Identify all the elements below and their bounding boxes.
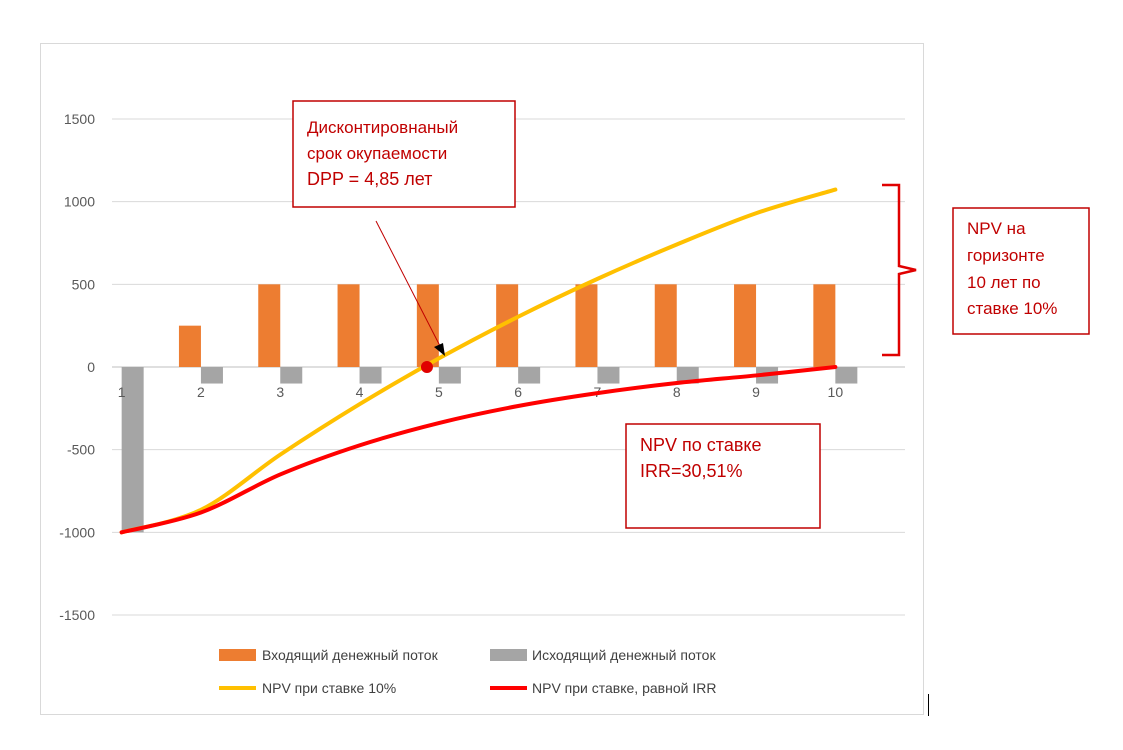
- x-tick-label: 9: [752, 384, 760, 400]
- legend-label-npv-irr: NPV при ставке, равной IRR: [532, 680, 716, 696]
- bar-inflow: [496, 284, 519, 367]
- callout-horizon-line-4: ставке 10%: [967, 299, 1057, 318]
- legend-swatch-outflow: [490, 649, 527, 661]
- legend: Входящий денежный поток Исходящий денежн…: [219, 647, 716, 696]
- legend-item-npv10: NPV при ставке 10%: [219, 680, 396, 696]
- callout-irr-box: [625, 423, 821, 529]
- callout-horizon-line-2: горизонте: [967, 246, 1045, 265]
- legend-item-inflow: Входящий денежный поток: [219, 647, 439, 663]
- callout-dpp-arrow-line: [375, 220, 441, 347]
- bar-outflow: [597, 367, 620, 384]
- callout-dpp: Дисконтировнаный срок окупаемости DPP = …: [292, 100, 516, 208]
- bar-inflow: [654, 284, 677, 367]
- legend-label-npv10: NPV при ставке 10%: [262, 680, 396, 696]
- y-tick-label: -1500: [59, 607, 95, 623]
- dpp-point-marker: [420, 361, 433, 373]
- x-tick-label: 3: [276, 384, 284, 400]
- bar-outflow: [280, 367, 303, 384]
- x-tick-label: 8: [673, 384, 681, 400]
- x-tick-label: 1: [118, 384, 126, 400]
- horizon-brace-path: [882, 183, 917, 357]
- bar-inflow: [416, 284, 439, 367]
- x-tick-label: 4: [356, 384, 364, 400]
- bar-inflow: [337, 284, 360, 367]
- series-lines: [119, 187, 838, 535]
- callout-dpp-line-1: Дисконтировнаный: [307, 118, 458, 137]
- legend-label-inflow: Входящий денежный поток: [262, 647, 439, 663]
- callout-irr-line-1: NPV по ставке: [640, 435, 761, 455]
- y-tick-label: -500: [67, 442, 95, 458]
- npv-horizon-brace: [882, 183, 917, 357]
- bar-outflow: [200, 367, 223, 384]
- x-tick-label: 2: [197, 384, 205, 400]
- y-tick-label: 0: [87, 359, 95, 375]
- x-axis: 1 2 3 4 5 6 7 8 9 10: [118, 384, 844, 400]
- legend-swatch-inflow: [219, 649, 256, 661]
- callout-dpp-arrow-head: [434, 343, 445, 356]
- stray-vertical-mark: [928, 694, 929, 716]
- bar-outflow: [518, 367, 541, 384]
- bar-inflow: [178, 325, 201, 367]
- line-npv-10: [119, 187, 838, 535]
- callout-horizon-line-3: 10 лет по: [967, 273, 1041, 292]
- x-tick-label: 5: [435, 384, 443, 400]
- line-npv-irr: [119, 365, 838, 535]
- callout-dpp-line-3: DPP = 4,85 лет: [307, 169, 432, 189]
- bar-inflow: [813, 284, 836, 367]
- callout-dpp-arrow: [375, 220, 445, 356]
- callout-horizon-box: [952, 207, 1090, 335]
- bar-inflow: [575, 284, 598, 367]
- callout-irr: NPV по ставке IRR=30,51%: [625, 423, 821, 529]
- legend-item-outflow: Исходящий денежный поток: [490, 647, 716, 663]
- bar-outflow: [835, 367, 858, 384]
- bar-outflow: [438, 367, 461, 384]
- y-tick-label: 1000: [64, 194, 95, 210]
- legend-label-outflow: Исходящий денежный поток: [532, 647, 716, 663]
- callout-irr-line-2: IRR=30,51%: [640, 461, 743, 481]
- y-tick-label: 500: [72, 276, 96, 292]
- x-tick-label: 10: [828, 384, 844, 400]
- callout-dpp-box: [292, 100, 516, 208]
- y-axis: 1500 1000 500 0 -500 -1000 -1500: [59, 111, 95, 623]
- callout-horizon-line-1: NPV на: [967, 219, 1026, 238]
- bar-inflow: [258, 284, 281, 367]
- bar-inflow: [734, 284, 757, 367]
- bars: [121, 284, 858, 533]
- bar-outflow: [359, 367, 382, 384]
- callout-horizon: NPV на горизонте 10 лет по ставке 10%: [952, 207, 1090, 335]
- bar-outflow: [121, 367, 144, 533]
- legend-item-npv-irr: NPV при ставке, равной IRR: [490, 680, 716, 696]
- y-tick-label: -1000: [59, 524, 95, 540]
- y-tick-label: 1500: [64, 111, 95, 127]
- x-tick-label: 6: [514, 384, 522, 400]
- callout-dpp-line-2: срок окупаемости: [307, 144, 447, 163]
